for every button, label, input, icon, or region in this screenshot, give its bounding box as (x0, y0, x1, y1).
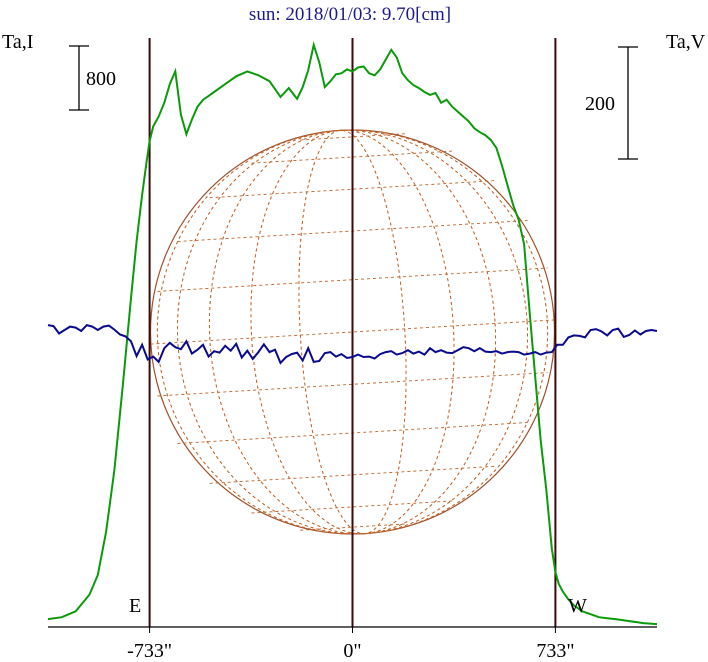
left-axis-label: Ta,I (2, 31, 33, 53)
parallel-line (251, 150, 454, 164)
right-scale-bar (618, 46, 638, 160)
parallel-line (251, 500, 454, 514)
x-tick-label: 0" (343, 640, 361, 662)
x-tick-label: 733" (536, 640, 574, 662)
x-axis-ticks: -1466"-733"0"733"1466" (127, 627, 574, 662)
intensity-series-line (47, 41, 658, 626)
parallel-line (157, 372, 548, 397)
x-tick-label: -733" (127, 640, 172, 662)
east-label: E (129, 595, 141, 617)
parallel-line (157, 267, 548, 292)
west-label: W (568, 595, 587, 617)
left-scale-bar-label: 800 (86, 68, 116, 90)
chart-title: sun: 2018/01/03: 9.70[cm] (249, 4, 451, 25)
polarization-series-line (47, 323, 658, 365)
right-axis-label: Ta,V (666, 31, 706, 53)
right-scale-bar-label: 200 (585, 93, 615, 115)
left-scale-bar (69, 45, 89, 111)
parallel-line (150, 319, 555, 345)
meridian-line (177, 129, 528, 535)
